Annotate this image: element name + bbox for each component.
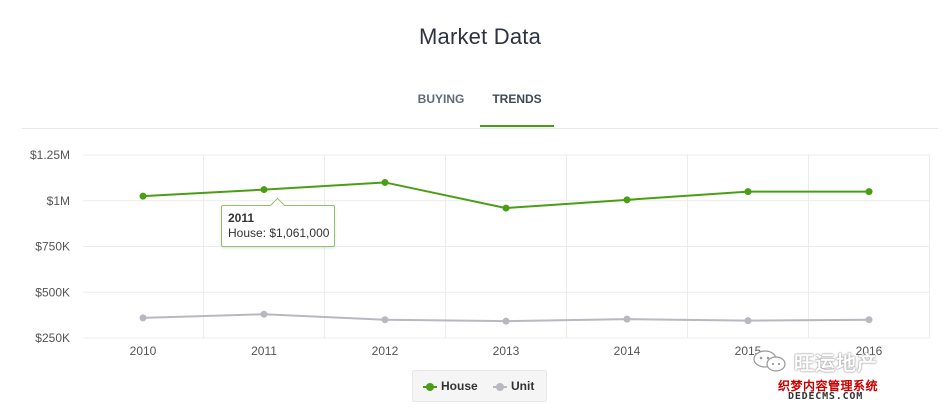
data-point-house — [260, 186, 268, 194]
legend-item-house[interactable]: House — [423, 371, 478, 401]
x-tick-label: 2016 — [856, 344, 883, 358]
data-point-house — [502, 204, 510, 212]
chart-tooltip: 2011 House: $1,061,000 — [221, 205, 335, 247]
x-tick-label: 2014 — [614, 344, 641, 358]
y-tick-label: $250K — [35, 331, 70, 345]
x-tick-label: 2012 — [372, 344, 399, 358]
data-point-unit — [260, 310, 268, 318]
x-tick-label: 2013 — [493, 344, 520, 358]
data-point-unit — [502, 317, 510, 325]
data-point-house — [865, 188, 873, 196]
tooltip-value: House: $1,061,000 — [228, 226, 330, 240]
x-tick-label: 2010 — [130, 344, 157, 358]
legend-label-unit: Unit — [511, 379, 535, 393]
data-point-house — [139, 192, 147, 200]
watermark-sub: 织梦内容管理系统 — [778, 379, 879, 393]
tooltip-year: 2011 — [228, 211, 255, 225]
x-tick-label: 2011 — [251, 344, 277, 358]
legend-item-unit[interactable]: Unit — [493, 371, 534, 401]
chat-bubbles-icon — [753, 350, 786, 372]
data-point-house — [623, 196, 631, 204]
tab-buying[interactable]: BUYING — [417, 92, 465, 106]
data-point-unit — [623, 315, 631, 323]
tab-bar: BUYING TRENDS — [0, 88, 946, 128]
page-title: Market Data — [418, 24, 542, 49]
y-tick-label: $500K — [35, 285, 70, 299]
data-point-unit — [381, 316, 389, 324]
watermark-brand: 旺运地产 — [794, 353, 878, 375]
x-tick-label: 2015 — [735, 344, 762, 358]
data-point-house — [744, 188, 752, 196]
legend-swatch-house — [423, 382, 437, 392]
legend-swatch-unit — [493, 382, 507, 392]
y-tick-label: $1.25M — [30, 148, 70, 162]
watermark-url: DEDECMS.COM — [788, 391, 864, 402]
data-point-house — [381, 178, 389, 186]
data-point-unit — [139, 314, 147, 322]
chart-legend: House Unit — [412, 370, 547, 402]
data-point-unit — [865, 316, 873, 324]
data-point-unit — [744, 317, 752, 325]
y-tick-label: $1M — [47, 194, 70, 208]
tab-divider — [22, 128, 938, 129]
tab-trends[interactable]: TRENDS — [480, 88, 554, 128]
watermark: 旺运地产 织梦内容管理系统 DEDECMS.COM — [748, 343, 938, 407]
legend-label-house: House — [441, 379, 478, 393]
y-tick-label: $750K — [35, 240, 70, 254]
